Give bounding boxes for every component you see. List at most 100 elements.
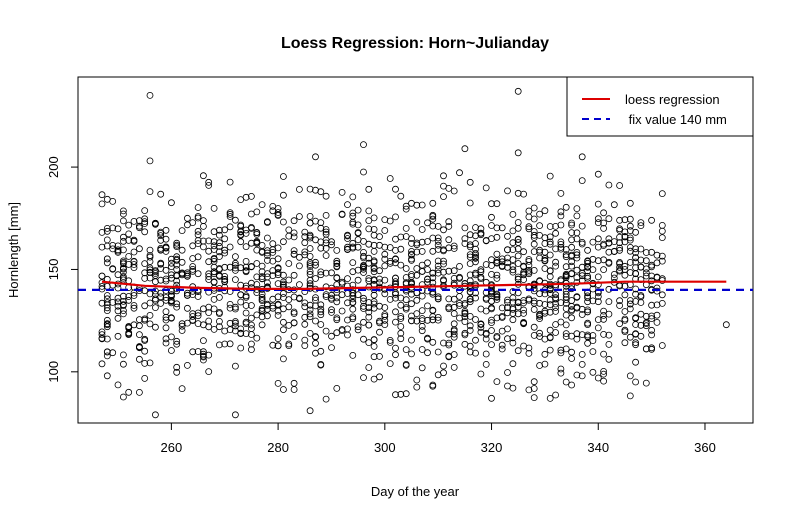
data-point	[568, 258, 575, 266]
data-point	[605, 331, 613, 339]
data-point	[578, 263, 586, 271]
data-point	[466, 231, 474, 239]
data-point	[408, 317, 415, 325]
data-point	[130, 302, 138, 309]
data-point	[584, 321, 591, 329]
data-point	[221, 226, 229, 234]
data-point	[322, 395, 330, 403]
data-point	[589, 368, 597, 376]
data-point	[312, 333, 319, 341]
data-point	[183, 221, 191, 229]
data-point	[333, 384, 341, 392]
data-point	[477, 370, 485, 378]
data-point	[434, 293, 442, 301]
data-point	[472, 258, 479, 266]
y-axis-label: Hornlength [mm]	[6, 202, 21, 298]
data-point	[360, 297, 367, 305]
data-point	[242, 320, 250, 328]
data-point	[365, 308, 373, 316]
data-point	[514, 273, 522, 281]
data-point	[466, 322, 474, 330]
data-point	[370, 241, 378, 249]
data-point	[408, 290, 415, 298]
data-point	[253, 228, 261, 236]
data-point	[381, 312, 389, 320]
data-point	[349, 305, 357, 313]
x-tick-label: 320	[481, 440, 503, 455]
data-point	[621, 308, 629, 315]
data-point	[269, 341, 277, 349]
data-point	[247, 302, 255, 309]
data-point	[194, 237, 202, 244]
data-point	[504, 309, 511, 317]
data-point	[109, 245, 117, 253]
data-point	[103, 352, 111, 360]
data-point	[600, 315, 607, 323]
data-point	[226, 243, 234, 251]
data-point	[530, 331, 538, 339]
data-point	[279, 318, 287, 326]
data-point	[621, 328, 629, 336]
data-point	[482, 237, 490, 245]
data-point	[120, 297, 127, 305]
data-point	[589, 238, 597, 246]
data-point	[114, 225, 122, 233]
data-point	[328, 306, 335, 314]
data-point	[546, 223, 554, 230]
data-point	[360, 254, 367, 262]
data-point	[354, 236, 362, 244]
data-point	[621, 228, 629, 236]
data-point	[616, 297, 623, 305]
data-point	[365, 185, 373, 193]
data-point	[226, 300, 234, 308]
data-point	[226, 340, 234, 348]
data-point	[541, 307, 549, 315]
data-point	[541, 240, 549, 247]
data-point	[141, 228, 149, 236]
data-point	[648, 326, 655, 334]
data-point	[215, 242, 223, 250]
data-point	[135, 355, 143, 363]
data-point	[322, 228, 330, 236]
data-point	[98, 331, 106, 339]
data-point	[349, 244, 357, 252]
data-point	[402, 265, 410, 272]
data-point	[546, 394, 554, 402]
data-point	[466, 288, 474, 296]
data-point	[301, 303, 309, 311]
data-point	[616, 233, 623, 241]
data-point	[231, 266, 239, 274]
data-point	[338, 211, 346, 219]
data-point	[253, 208, 261, 216]
data-point	[194, 240, 202, 248]
data-point	[333, 260, 341, 268]
data-point	[285, 260, 293, 267]
data-point	[493, 378, 501, 386]
data-point	[120, 237, 127, 245]
data-point	[418, 315, 426, 322]
data-point	[301, 320, 309, 328]
data-point	[103, 227, 111, 235]
data-point	[376, 302, 383, 310]
data-point	[637, 292, 645, 299]
data-point	[456, 274, 463, 282]
data-point	[482, 350, 490, 358]
data-point	[557, 365, 565, 373]
data-point	[413, 265, 421, 272]
data-point	[312, 258, 319, 266]
data-point	[562, 273, 570, 281]
data-point	[338, 307, 346, 315]
data-point	[621, 216, 629, 224]
plot-frame	[77, 76, 754, 424]
data-point	[632, 249, 639, 256]
data-point	[488, 316, 495, 324]
data-point	[392, 246, 399, 254]
data-point	[557, 221, 565, 229]
data-point	[263, 218, 271, 226]
data-point	[189, 316, 197, 324]
data-point	[247, 314, 255, 322]
data-point	[237, 344, 245, 352]
data-point	[338, 278, 346, 286]
data-point	[472, 253, 479, 261]
data-point	[167, 263, 175, 271]
